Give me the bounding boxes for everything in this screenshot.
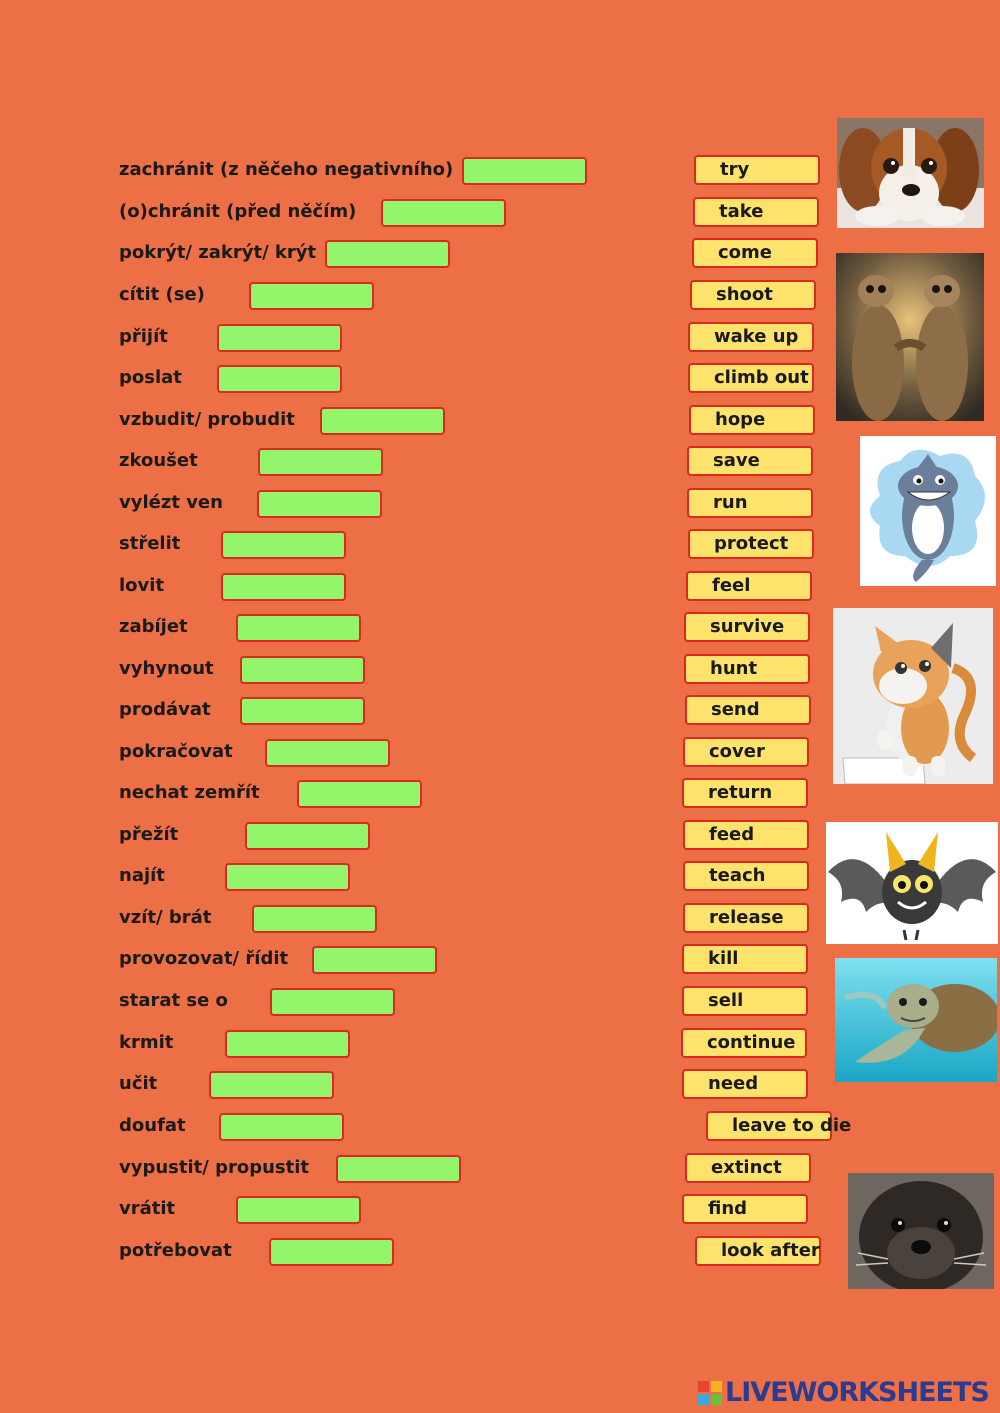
draggable-word-tile[interactable]: survive [684,612,810,642]
draggable-word-tile[interactable]: save [687,446,813,476]
czech-word-label: střelit [119,533,181,554]
czech-word-label: přežít [119,824,179,845]
draggable-word-tile[interactable]: look after [695,1236,821,1266]
czech-word-label: vylézt ven [119,492,223,513]
answer-drop-box[interactable] [312,946,437,974]
draggable-word-tile[interactable]: continue [681,1028,807,1058]
draggable-word-tile[interactable]: come [692,238,818,268]
czech-word-label: vypustit/ propustit [119,1157,310,1178]
draggable-word-tile[interactable]: leave to die [706,1111,851,1141]
draggable-word-tile[interactable]: wake up [688,322,814,352]
czech-word-label: vyhynout [119,658,214,679]
answer-drop-box[interactable] [265,739,390,767]
draggable-word-tile[interactable]: hope [689,405,815,435]
draggable-word-tile[interactable]: extinct [685,1153,811,1183]
draggable-word-tile[interactable]: release [683,903,809,933]
czech-word-label: pokrýt/ zakrýt/ krýt [119,242,317,263]
answer-drop-box[interactable] [236,614,361,642]
answer-drop-box[interactable] [209,1071,334,1099]
liveworksheets-logo-text: LIVEWORKSHEETS [725,1377,990,1408]
answer-drop-box[interactable] [462,157,587,185]
draggable-word-tile[interactable]: kill [682,944,808,974]
answer-drop-box[interactable] [217,324,342,352]
draggable-word-tile[interactable]: feel [686,571,812,601]
answer-drop-box[interactable] [221,531,346,559]
answer-drop-box[interactable] [240,697,365,725]
czech-word-label: potřebovat [119,1240,232,1261]
answer-drop-box[interactable] [258,448,383,476]
draggable-word-tile[interactable]: take [693,197,819,227]
draggable-word-tile[interactable]: climb out [688,363,814,393]
live-logo-icon [698,1381,722,1405]
czech-word-label: najít [119,865,165,886]
answer-drop-box[interactable] [320,407,445,435]
answer-drop-box[interactable] [221,573,346,601]
czech-word-label: přijít [119,326,168,347]
answer-drop-box[interactable] [240,656,365,684]
answer-drop-box[interactable] [297,780,422,808]
answer-drop-box[interactable] [249,282,374,310]
answer-drop-box[interactable] [236,1196,361,1224]
czech-word-label: (o)chránit (před něčím) [119,201,357,222]
meerkats-image [836,253,984,421]
czech-word-label: doufat [119,1115,186,1136]
czech-word-label: zabíjet [119,616,188,637]
czech-word-label: pokračovat [119,741,233,762]
czech-word-label: vrátit [119,1198,176,1219]
cat-image [833,608,993,784]
draggable-word-tile[interactable]: feed [683,820,809,850]
turtle-image [835,958,997,1082]
draggable-word-tile[interactable]: need [682,1069,808,1099]
czech-word-label: cítit (se) [119,284,205,305]
czech-word-label: zkoušet [119,450,198,471]
czech-word-label: vzbudit/ probudit [119,409,295,430]
draggable-word-tile[interactable]: find [682,1194,808,1224]
draggable-word-tile[interactable]: send [685,695,811,725]
otter-image [848,1173,994,1289]
draggable-word-tile[interactable]: cover [683,737,809,767]
answer-drop-box[interactable] [225,863,350,891]
answer-drop-box[interactable] [269,1238,394,1266]
answer-drop-box[interactable] [270,988,395,1016]
czech-word-label: učit [119,1073,158,1094]
answer-drop-box[interactable] [225,1030,350,1058]
czech-word-label: prodávat [119,699,211,720]
draggable-word-tile[interactable]: run [687,488,813,518]
czech-word-label: provozovat/ řídit [119,948,289,969]
answer-drop-box[interactable] [217,365,342,393]
answer-drop-box[interactable] [219,1113,344,1141]
czech-word-label: nechat zemřít [119,782,260,803]
answer-drop-box[interactable] [381,199,506,227]
czech-word-label: lovit [119,575,165,596]
liveworksheets-logo: LIVEWORKSHEETS [698,1377,990,1408]
answer-drop-box[interactable] [252,905,377,933]
draggable-word-tile[interactable]: teach [683,861,809,891]
draggable-word-tile[interactable]: protect [688,529,814,559]
answer-drop-box[interactable] [245,822,370,850]
draggable-word-tile[interactable]: hunt [684,654,810,684]
czech-word-label: starat se o [119,990,228,1011]
draggable-word-tile[interactable]: try [694,155,820,185]
czech-word-label: poslat [119,367,182,388]
draggable-word-tile[interactable]: shoot [690,280,816,310]
czech-word-label: vzít/ brát [119,907,212,928]
dog-image [837,118,984,228]
answer-drop-box[interactable] [325,240,450,268]
bat-image [826,822,998,944]
czech-word-label: zachránit (z něčeho negativního) [119,159,454,180]
draggable-word-tile[interactable]: return [682,778,808,808]
draggable-word-tile[interactable]: sell [682,986,808,1016]
shark-image [860,436,996,586]
czech-word-label: krmit [119,1032,174,1053]
answer-drop-box[interactable] [336,1155,461,1183]
answer-drop-box[interactable] [257,490,382,518]
